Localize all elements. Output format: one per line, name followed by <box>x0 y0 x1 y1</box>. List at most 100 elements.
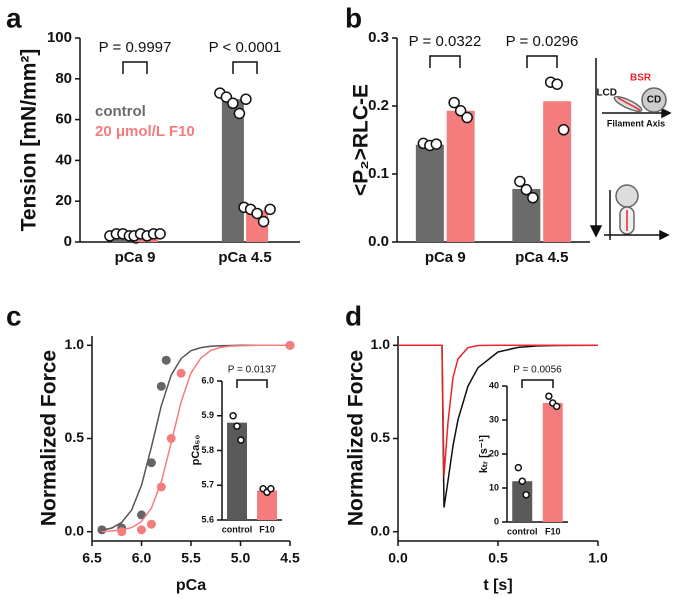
y-tick-label: 80 <box>55 70 72 87</box>
x-tick-label: 5.5 <box>181 550 201 566</box>
y-tick-label: 0.0 <box>65 522 85 538</box>
y-tick-label: 40 <box>55 151 72 168</box>
y-tick-label: 0.0 <box>371 522 391 538</box>
y-tick-label: 60 <box>55 111 72 128</box>
data-point <box>461 111 473 124</box>
bar <box>227 422 247 520</box>
bar <box>542 403 563 522</box>
data-point <box>527 192 539 204</box>
bracket <box>122 61 148 74</box>
y-axis-label: Normalized Force <box>38 350 61 526</box>
data-point <box>146 458 156 468</box>
data-point <box>264 203 276 216</box>
data-point <box>514 463 523 472</box>
data-point <box>137 525 146 535</box>
p-value: P = 0.0137 <box>228 365 277 376</box>
y-tick-label: 5.7 <box>201 480 214 490</box>
arrow-head <box>659 229 670 241</box>
data-point <box>233 422 241 430</box>
y-tick-label: 0.0 <box>368 233 389 250</box>
data-point <box>518 477 526 485</box>
bracket <box>526 55 558 68</box>
data-point <box>161 355 171 365</box>
bracket <box>521 379 554 388</box>
x-tick-label: control <box>507 526 538 536</box>
y-tick-label: 30 <box>489 414 499 424</box>
y-tick-label: 0.5 <box>371 429 391 445</box>
data-point <box>137 510 146 520</box>
data-point <box>257 215 270 228</box>
panel-letter: b <box>345 2 362 33</box>
data-point <box>552 402 561 411</box>
y-axis-label: <P₂>RLC-E <box>350 84 373 196</box>
y-tick-label: 40 <box>489 380 499 390</box>
data-point <box>448 96 460 109</box>
y-tick-label: 0.5 <box>65 429 85 445</box>
data-point <box>551 78 563 90</box>
bsr-arrow <box>617 97 641 111</box>
y-tick-label: 1.0 <box>371 336 391 352</box>
data-point <box>156 381 166 391</box>
y-tick-label: 1.0 <box>65 336 85 352</box>
y-tick-label: 6.0 <box>201 375 214 385</box>
y-tick-label: 100 <box>47 29 72 46</box>
x-tick-label: 0.5 <box>488 550 508 566</box>
panel-letter: a <box>6 2 22 33</box>
p-value: P = 0.0322 <box>409 33 482 50</box>
data-point <box>229 412 237 420</box>
p-value: P = 0.0056 <box>513 365 562 376</box>
data-line <box>398 344 598 476</box>
p-value: P = 0.0296 <box>506 33 579 50</box>
orientation-diagram <box>589 58 672 241</box>
x-tick-label: pCa 9 <box>115 249 156 266</box>
x-tick-label: 1.0 <box>588 550 608 566</box>
data-point <box>227 97 239 110</box>
y-tick-label: 5.8 <box>201 445 214 455</box>
data-point <box>522 491 530 499</box>
y-tick-label: 0 <box>494 516 499 526</box>
bar <box>415 144 444 242</box>
data-point <box>545 392 553 400</box>
y-tick-label: 0.1 <box>368 165 389 182</box>
x-tick-label: 4.5 <box>280 550 300 566</box>
bar <box>512 481 533 522</box>
y-tick-label: 0.2 <box>368 97 389 114</box>
data-point <box>520 183 533 196</box>
data-point <box>557 124 570 136</box>
cd-shape <box>641 87 667 113</box>
x-tick-label: 6.5 <box>82 550 102 566</box>
x-axis-label: t [s] <box>483 577 512 594</box>
x-tick-label: 6.0 <box>132 550 152 566</box>
x-tick-label: F10 <box>259 524 275 534</box>
bracket <box>236 379 268 388</box>
p-value: P = 0.9997 <box>99 39 172 56</box>
y-tick-label: 20 <box>489 448 499 458</box>
legend-entry: control <box>95 103 146 120</box>
bar <box>221 99 244 242</box>
y-tick-label: 5.6 <box>201 514 214 524</box>
y-tick-label: 5.9 <box>201 410 214 420</box>
data-point <box>233 107 246 120</box>
data-line <box>101 344 290 533</box>
panel-letter: c <box>6 300 22 331</box>
arrow-head <box>589 225 603 238</box>
x-tick-label: pCa 4.5 <box>218 249 271 266</box>
x-axis-label: pCa <box>176 577 206 594</box>
y-axis-label: kₜᵣ [s⁻¹] <box>478 435 490 473</box>
diagram-label: CD <box>647 95 661 106</box>
y-tick-label: 0.3 <box>368 29 389 46</box>
x-tick-label: F10 <box>545 526 561 536</box>
x-tick-label: pCa 4.5 <box>515 249 568 266</box>
data-point <box>454 105 467 117</box>
diagram-label: BSR <box>630 73 652 84</box>
bar <box>543 101 572 243</box>
y-tick-label: 0 <box>64 233 72 250</box>
y-tick-label: 10 <box>489 482 499 492</box>
y-tick-label: 20 <box>55 192 72 209</box>
x-tick-label: control <box>222 524 253 534</box>
data-point <box>240 93 252 105</box>
y-axis-label: pCa₅₀ <box>190 435 202 466</box>
